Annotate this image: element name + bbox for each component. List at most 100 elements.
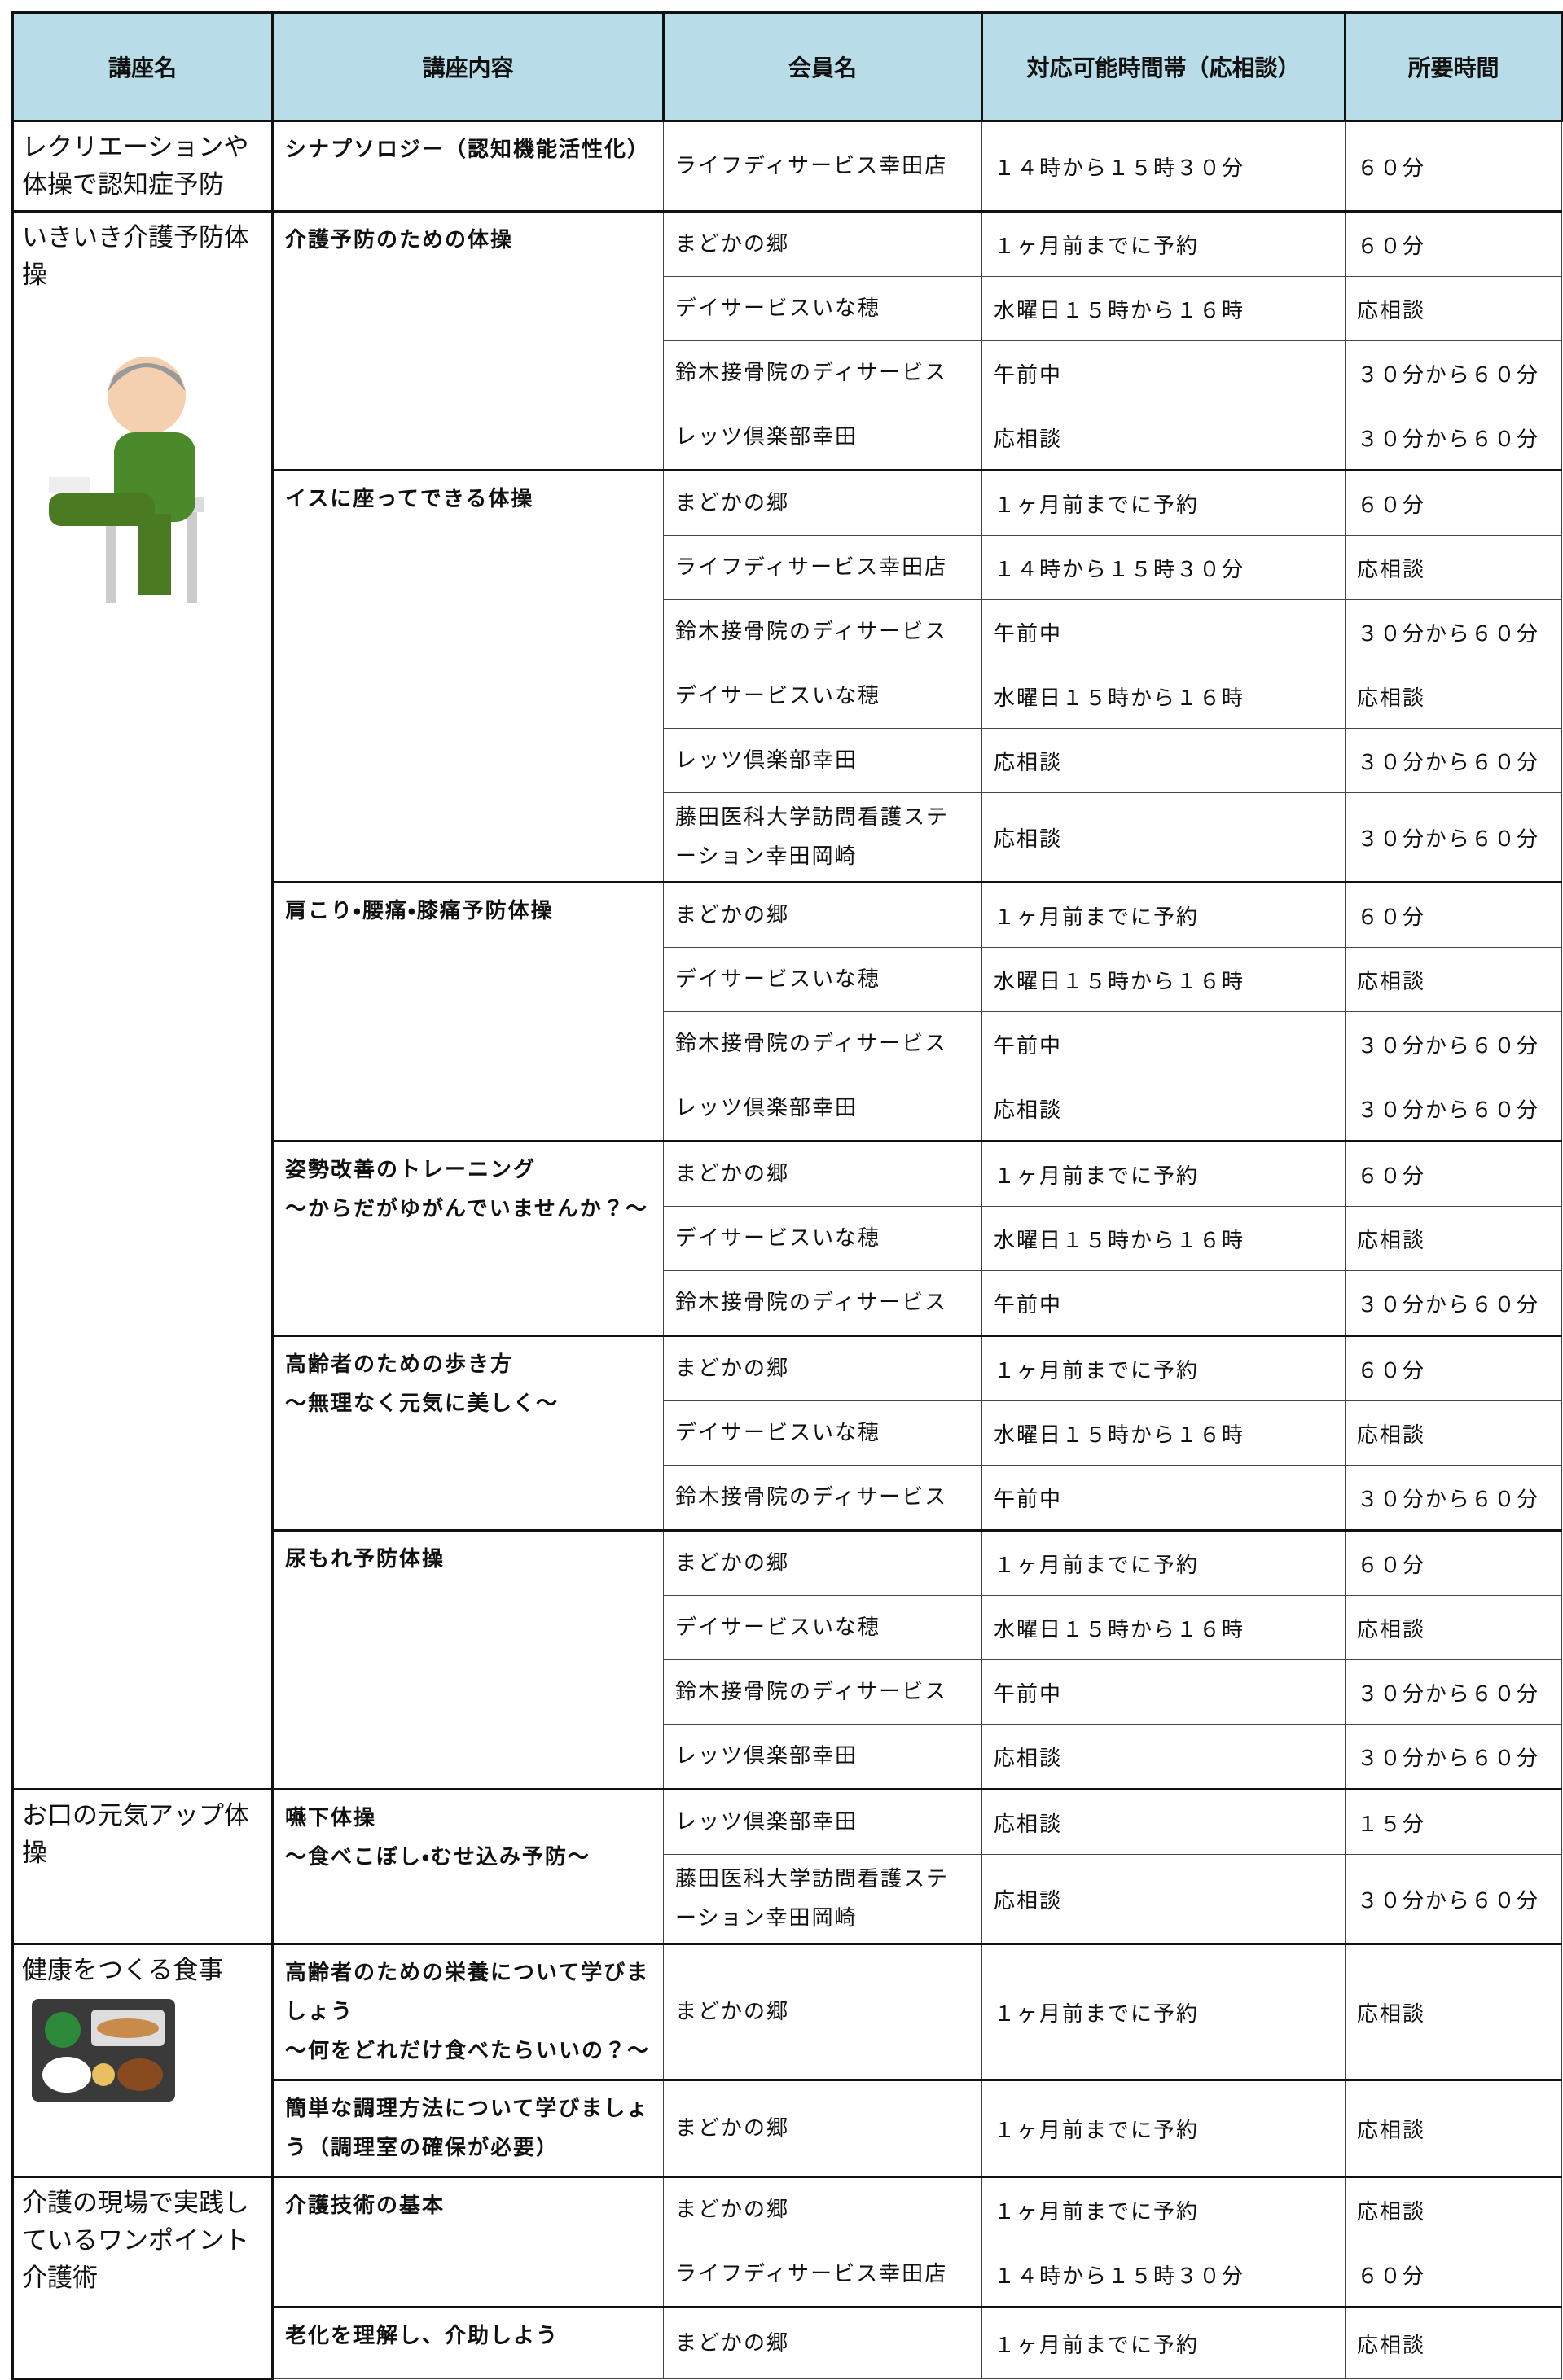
available-time: １ヶ月前までに予約 [981, 2176, 1346, 2242]
available-time: 応相談 [981, 1788, 1346, 1855]
table-row: 介護の現場で実践しているワンポイント介護術 介護技術の基本 まどかの郷 １ヶ月前までに… [11, 2176, 1562, 2380]
duration: 応相談 [1345, 2306, 1562, 2379]
member-name: まどかの郷 [663, 210, 982, 277]
member-name: ライフディサービス幸田店 [663, 120, 982, 212]
duration: ３０分から６０分 [1345, 405, 1562, 471]
header-cell: 対応可能時間帯（応相談） [981, 11, 1346, 122]
duration: 応相談 [1345, 947, 1562, 1012]
member-name: レッツ倶楽部幸田 [663, 1076, 982, 1142]
course-content: 姿勢改善のトレーニング ～からだがゆがんでいませんか？～ [271, 1140, 664, 1336]
available-time: １４時から１５時３０分 [981, 535, 1346, 600]
member-name: まどかの郷 [663, 2079, 982, 2177]
member-name: 鈴木接骨院のディサービス [663, 1465, 982, 1531]
illustration-person [49, 357, 204, 603]
course-content: 簡単な調理方法について学びましょう（調理室の確保が必要） [271, 2079, 664, 2177]
table-row: 健康をつくる食事 高齢者のための栄養について学びましょう ～何をどれだけ食べたらい… [11, 1943, 1562, 2178]
available-time: 応相談 [981, 1724, 1346, 1790]
member-name: 藤田医科大学訪問看護ステーション幸田岡崎 [663, 1854, 982, 1944]
table-row: 尿もれ予防体操 まどかの郷 １ヶ月前までに予約 ６０分 [13, 1529, 1562, 1790]
duration: ６０分 [1345, 2242, 1562, 2308]
course-name: レクリエーションや体操で認知症予防 [22, 133, 249, 199]
table-row: ライフディサービス幸田店 １４時から１５時３０分 応相談 [13, 535, 1562, 600]
available-time: 応相談 [981, 405, 1346, 471]
table-row: レクリエーションや体操で認知症予防 シナプソロジー（認知機能活性化） ライフディサー… [11, 120, 1562, 213]
table-body: レクリエーションや体操で認知症予防 シナプソロジー（認知機能活性化） ライフディサー… [11, 120, 1562, 2380]
course-content: 肩こり・腰痛・膝痛予防体操 [271, 881, 664, 1142]
duration: ３０分から６０分 [1345, 1465, 1562, 1531]
table-row: デイサービスいな穂 水曜日１５時から１６時 応相談 [13, 1400, 1562, 1466]
available-time: 応相談 [981, 728, 1346, 793]
course-content: 高齢者のための歩き方 ～無理なく元気に美しく～ [271, 1335, 664, 1531]
available-time: 午前中 [981, 1270, 1346, 1336]
table-row: イスに座ってできる体操 まどかの郷 １ヶ月前までに予約 ６０分 [13, 469, 1562, 883]
table-row: お口の元気アップ体操 嚥下体操 ～食べこぼし・むせ込み予防～ レッツ倶楽部幸田 応相談… [11, 1788, 1562, 1945]
available-time: 応相談 [981, 792, 1346, 883]
member-name: デイサービスいな穂 [663, 1595, 982, 1660]
duration: ３０分から６０分 [1345, 1270, 1562, 1336]
available-time: １ヶ月前までに予約 [981, 1943, 1346, 2080]
member-name: まどかの郷 [663, 1335, 982, 1401]
table-row: 肩こり・腰痛・膝痛予防体操 まどかの郷 １ヶ月前までに予約 ６０分 [13, 881, 1562, 1142]
table-row: 鈴木接骨院のディサービス 午前中 ３０分から６０分 [13, 1011, 1562, 1076]
table-row: 鈴木接骨院のディサービス 午前中 ３０分から６０分 [13, 1659, 1562, 1725]
member-name: 藤田医科大学訪問看護ステーション幸田岡崎 [663, 792, 982, 883]
member-name: 鈴木接骨院のディサービス [663, 1659, 982, 1725]
member-name: レッツ倶楽部幸田 [663, 405, 982, 471]
header-row: 講座名 講座内容 会員名 対応可能時間帯（応相談） 所要時間 [11, 11, 1563, 122]
duration: ３０分から６０分 [1345, 1724, 1562, 1790]
member-name: まどかの郷 [663, 2176, 982, 2242]
course-name-cell: いきいき介護予防体操 [11, 210, 274, 1790]
member-name: レッツ倶楽部幸田 [663, 1788, 982, 1855]
member-name: まどかの郷 [663, 1529, 982, 1596]
page-body: 講座名 講座内容 会員名 対応可能時間帯（応相談） 所要時間 レクリエーションや体操で認… [11, 11, 1563, 2380]
course-name-cell: お口の元気アップ体操 [11, 1788, 274, 1945]
course-name-cell: レクリエーションや体操で認知症予防 [11, 120, 274, 213]
table-row: 簡単な調理方法について学びましょう（調理室の確保が必要） まどかの郷 １ヶ月前までに… [13, 2079, 1562, 2177]
course-content: 介護予防のための体操 [271, 210, 664, 471]
header-cell: 講座内容 [271, 11, 665, 122]
member-name: まどかの郷 [663, 1140, 982, 1207]
available-time: １ヶ月前までに予約 [981, 210, 1346, 277]
duration: 応相談 [1345, 1206, 1562, 1271]
duration: ３０分から６０分 [1345, 340, 1562, 405]
available-time: １ヶ月前までに予約 [981, 1335, 1346, 1401]
member-name: ライフディサービス幸田店 [663, 535, 982, 600]
duration: ３０分から６０分 [1345, 792, 1562, 883]
duration: ３０分から６０分 [1345, 728, 1562, 793]
course-content: 嚥下体操 ～食べこぼし・むせ込み予防～ [271, 1788, 664, 1944]
available-time: １ヶ月前までに予約 [981, 1140, 1346, 1207]
member-name: まどかの郷 [663, 881, 982, 948]
table-row: レッツ倶楽部幸田 応相談 ３０分から６０分 [13, 728, 1562, 793]
member-name: デイサービスいな穂 [663, 1400, 982, 1466]
course-content: 尿もれ予防体操 [271, 1529, 664, 1790]
course-content: 介護技術の基本 [271, 2176, 664, 2308]
available-time: １ヶ月前までに予約 [981, 2079, 1346, 2177]
header-cell: 所要時間 [1344, 11, 1563, 122]
duration: ６０分 [1345, 469, 1562, 536]
member-name: ライフディサービス幸田店 [663, 2242, 982, 2308]
duration: ６０分 [1345, 1140, 1562, 1207]
table-row: 鈴木接骨院のディサービス 午前中 ３０分から６０分 [13, 340, 1562, 405]
table-row: 姿勢改善のトレーニング ～からだがゆがんでいませんか？～ まどかの郷 １ヶ月前までに… [13, 1140, 1562, 1336]
course-content: シナプソロジー（認知機能活性化） [271, 120, 664, 212]
duration: ３０分から６０分 [1345, 1659, 1562, 1725]
available-time: １ヶ月前までに予約 [981, 2306, 1346, 2379]
available-time: 午前中 [981, 1659, 1346, 1725]
course-name: 介護の現場で実践しているワンポイント介護術 [22, 2189, 249, 2293]
duration: ６０分 [1345, 881, 1562, 948]
available-time: 応相談 [981, 1854, 1346, 1944]
available-time: 水曜日１５時から１６時 [981, 276, 1346, 341]
duration: ６０分 [1345, 210, 1562, 277]
table-row: 鈴木接骨院のディサービス 午前中 ３０分から６０分 [13, 599, 1562, 664]
available-time: １ヶ月前までに予約 [981, 1529, 1346, 1596]
duration: 応相談 [1345, 2176, 1562, 2242]
duration: ３０分から６０分 [1345, 1076, 1562, 1142]
course-table: 講座名 講座内容 会員名 対応可能時間帯（応相談） 所要時間 レクリエーションや体操で認… [11, 11, 1563, 2380]
table-row: 藤田医科大学訪問看護ステーション幸田岡崎 応相談 ３０分から６０分 [13, 792, 1562, 883]
course-content: 老化を理解し、介助しよう [271, 2306, 664, 2379]
available-time: 午前中 [981, 1465, 1346, 1531]
member-name: デイサービスいな穂 [663, 1206, 982, 1271]
available-time: 応相談 [981, 1076, 1346, 1142]
available-time: 水曜日１５時から１６時 [981, 664, 1346, 729]
table-row: レッツ倶楽部幸田 応相談 ３０分から６０分 [13, 405, 1562, 471]
